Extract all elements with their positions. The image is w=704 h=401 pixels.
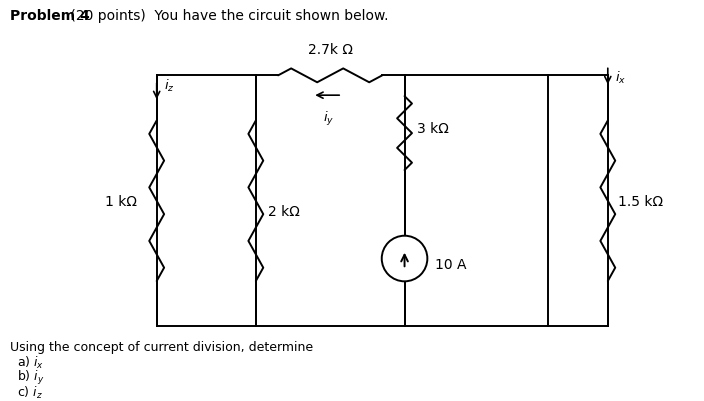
Text: 3 kΩ: 3 kΩ	[417, 122, 449, 136]
Text: a) $i_x$: a) $i_x$	[17, 354, 44, 370]
Text: (20 points)  You have the circuit shown below.: (20 points) You have the circuit shown b…	[66, 9, 389, 23]
Text: $i_x$: $i_x$	[615, 69, 626, 85]
Text: 10 A: 10 A	[435, 258, 467, 272]
Text: 2.7k Ω: 2.7k Ω	[308, 43, 353, 57]
Text: 2 kΩ: 2 kΩ	[268, 204, 300, 218]
Text: $i_z$: $i_z$	[163, 78, 175, 94]
Text: c) $i_z$: c) $i_z$	[17, 384, 43, 400]
Text: Problem 4: Problem 4	[10, 9, 89, 23]
Text: $i_y$: $i_y$	[322, 110, 334, 128]
Circle shape	[382, 236, 427, 282]
Text: b) $i_y$: b) $i_y$	[17, 368, 44, 386]
Text: Using the concept of current division, determine: Using the concept of current division, d…	[10, 340, 313, 352]
Text: 1.5 kΩ: 1.5 kΩ	[617, 194, 663, 208]
Text: 1 kΩ: 1 kΩ	[105, 194, 137, 208]
